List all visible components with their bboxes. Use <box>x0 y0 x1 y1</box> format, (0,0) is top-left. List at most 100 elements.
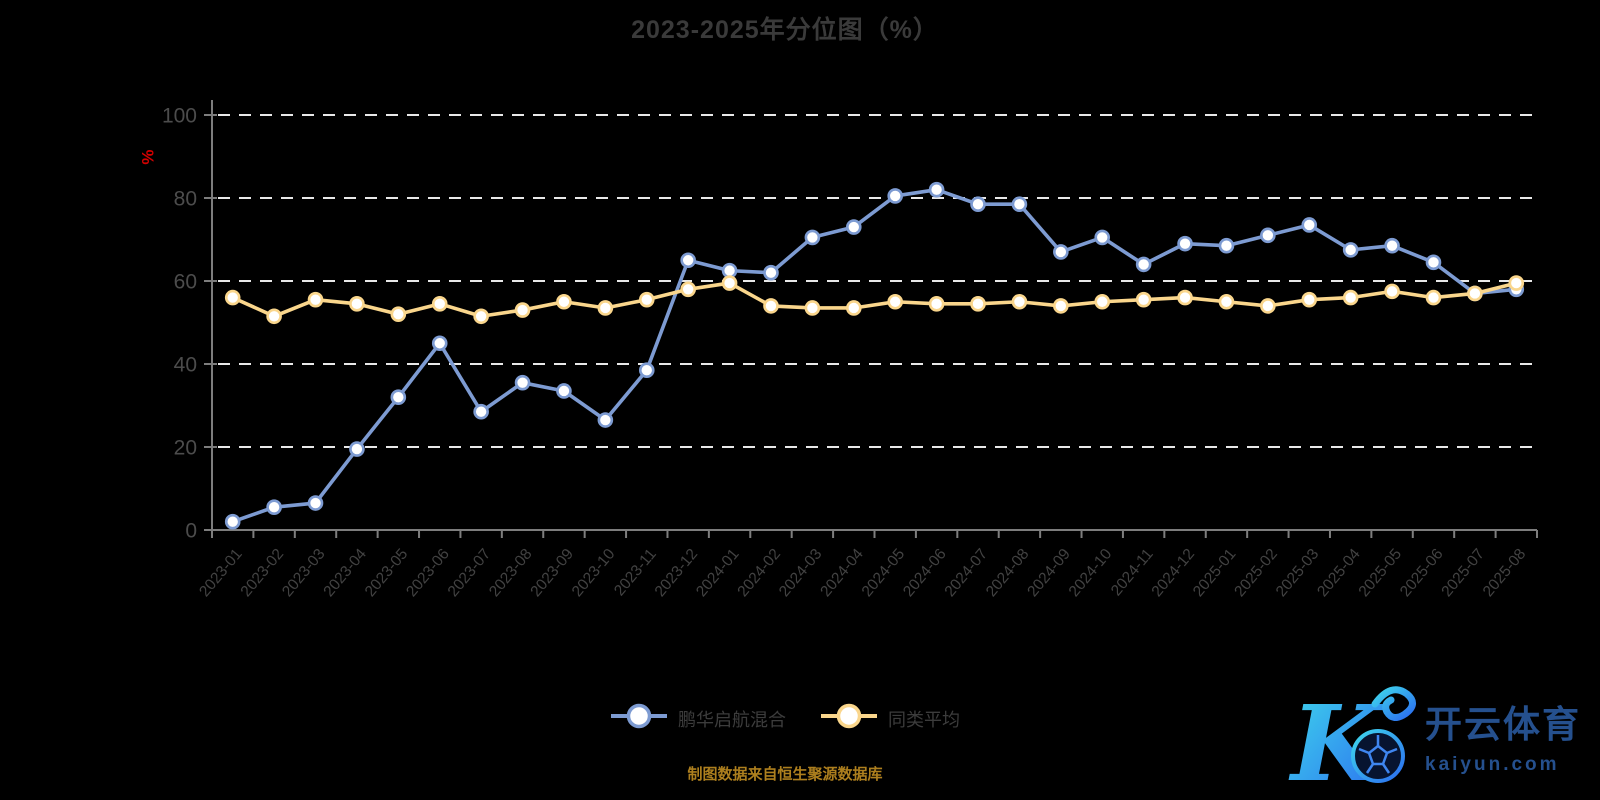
data-point[interactable] <box>266 308 282 325</box>
soccer-ball-icon <box>1351 729 1405 783</box>
data-point[interactable] <box>556 383 572 399</box>
x-axis-label: 2024-10 <box>1066 545 1116 600</box>
data-point[interactable] <box>887 188 904 204</box>
legend-item-average[interactable]: 同类平均 <box>820 703 960 734</box>
x-axis-label: 2023-06 <box>403 546 453 601</box>
x-axis-label: 2024-09 <box>1024 546 1074 601</box>
data-point[interactable] <box>1177 235 1193 252</box>
data-point[interactable] <box>1094 229 1111 246</box>
x-axis-label: 2023-12 <box>652 546 702 601</box>
data-point[interactable] <box>514 374 531 391</box>
data-point[interactable] <box>556 293 572 310</box>
logo-brand-text: 开云体育 <box>1425 704 1581 745</box>
data-point[interactable] <box>473 403 489 420</box>
data-point[interactable] <box>1342 289 1359 306</box>
data-point[interactable] <box>307 291 324 308</box>
data-point[interactable] <box>1135 291 1152 308</box>
data-point[interactable] <box>1218 237 1235 254</box>
data-point[interactable] <box>1135 256 1152 273</box>
data-point[interactable] <box>431 296 448 312</box>
x-axis-label: 2024-12 <box>1149 546 1199 601</box>
data-point[interactable] <box>1425 254 1442 271</box>
data-point[interactable] <box>680 281 696 298</box>
kaiyun-logo[interactable]: K 开云体育 kaiyun.com <box>1283 672 1593 800</box>
data-point[interactable] <box>1384 283 1400 300</box>
data-point[interactable] <box>1011 293 1028 310</box>
x-axis-label: 2023-04 <box>320 545 370 600</box>
data-point[interactable] <box>845 300 862 316</box>
data-point[interactable] <box>473 308 489 325</box>
data-point[interactable] <box>390 389 407 406</box>
data-point[interactable] <box>224 289 241 306</box>
data-point[interactable] <box>1094 293 1111 310</box>
x-axis-label: 2023-10 <box>569 545 619 600</box>
data-point[interactable] <box>1011 196 1028 213</box>
data-point[interactable] <box>721 262 738 279</box>
x-axis-label: 2023-01 <box>196 546 246 601</box>
data-point[interactable] <box>1177 289 1193 306</box>
kaiyun-monogram-icon: K <box>1288 682 1416 800</box>
x-axis-label: 2025-07 <box>1438 546 1488 601</box>
x-axis-label: 2024-05 <box>859 546 909 601</box>
chart-canvas[interactable]: 0 20 40 60 80 100 2023-012023-022023-032023-04… <box>0 0 1600 680</box>
x-axis-label: 2023-08 <box>486 546 536 601</box>
data-point[interactable] <box>970 196 986 213</box>
x-axis-label: 2025-02 <box>1231 546 1281 601</box>
data-point[interactable] <box>970 296 986 312</box>
y-axis-label: 80 <box>174 187 197 210</box>
legend-item-fund[interactable]: 鹏华启航混合 <box>610 703 786 734</box>
data-point[interactable] <box>638 362 655 379</box>
data-point[interactable] <box>1260 298 1276 314</box>
x-axis-label: 2024-01 <box>693 546 743 601</box>
data-point[interactable] <box>638 291 655 308</box>
data-point[interactable] <box>390 306 407 323</box>
x-axis-label: 2023-03 <box>279 546 329 601</box>
x-axis-label: 2025-04 <box>1314 545 1364 600</box>
data-point[interactable] <box>597 300 614 316</box>
data-point[interactable] <box>224 513 241 530</box>
data-point[interactable] <box>1301 217 1318 233</box>
data-point[interactable] <box>804 229 821 246</box>
data-point[interactable] <box>928 296 945 312</box>
x-axis-label: 2024-04 <box>817 545 867 600</box>
data-point[interactable] <box>1508 275 1525 291</box>
x-axis-label: 2024-08 <box>983 546 1033 601</box>
x-axis-label: 2025-06 <box>1397 546 1447 601</box>
y-axis-label: 20 <box>174 436 197 459</box>
data-point[interactable] <box>1301 291 1318 308</box>
data-point[interactable] <box>1053 298 1069 314</box>
data-point[interactable] <box>307 495 324 511</box>
legend-label-average: 同类平均 <box>888 709 960 730</box>
data-point[interactable] <box>1384 237 1400 254</box>
data-point[interactable] <box>721 275 738 291</box>
data-point[interactable] <box>597 412 614 428</box>
y-axis-label: 0 <box>185 519 197 542</box>
data-point[interactable] <box>1218 293 1235 310</box>
data-point[interactable] <box>804 300 821 316</box>
data-point[interactable] <box>514 302 531 318</box>
legend-label-fund: 鹏华启航混合 <box>678 709 786 730</box>
data-point[interactable] <box>1260 227 1276 244</box>
x-axis-label: 2024-07 <box>941 546 991 601</box>
data-point[interactable] <box>431 335 448 352</box>
data-point[interactable] <box>763 298 779 314</box>
x-axis-label: 2023-07 <box>445 546 495 601</box>
data-point[interactable] <box>1342 242 1359 258</box>
data-point[interactable] <box>1053 244 1069 260</box>
data-point[interactable] <box>680 252 696 269</box>
data-point[interactable] <box>763 264 779 281</box>
data-point[interactable] <box>1467 285 1483 302</box>
x-axis-label: 2024-02 <box>734 546 784 601</box>
data-point[interactable] <box>349 441 365 457</box>
data-point[interactable] <box>266 499 282 515</box>
data-point[interactable] <box>928 181 945 198</box>
data-point[interactable] <box>887 293 904 310</box>
x-axis-label: 2025-05 <box>1356 546 1406 601</box>
page-title: 2023-2025年分位图（%） <box>631 16 939 44</box>
data-point[interactable] <box>349 296 365 312</box>
x-axis-label: 2023-09 <box>527 546 577 601</box>
data-point[interactable] <box>1425 289 1442 306</box>
data-point[interactable] <box>845 219 862 235</box>
legend: 鹏华启航混合 同类平均 <box>0 703 1570 734</box>
y-axis-label: 100 <box>162 104 197 127</box>
